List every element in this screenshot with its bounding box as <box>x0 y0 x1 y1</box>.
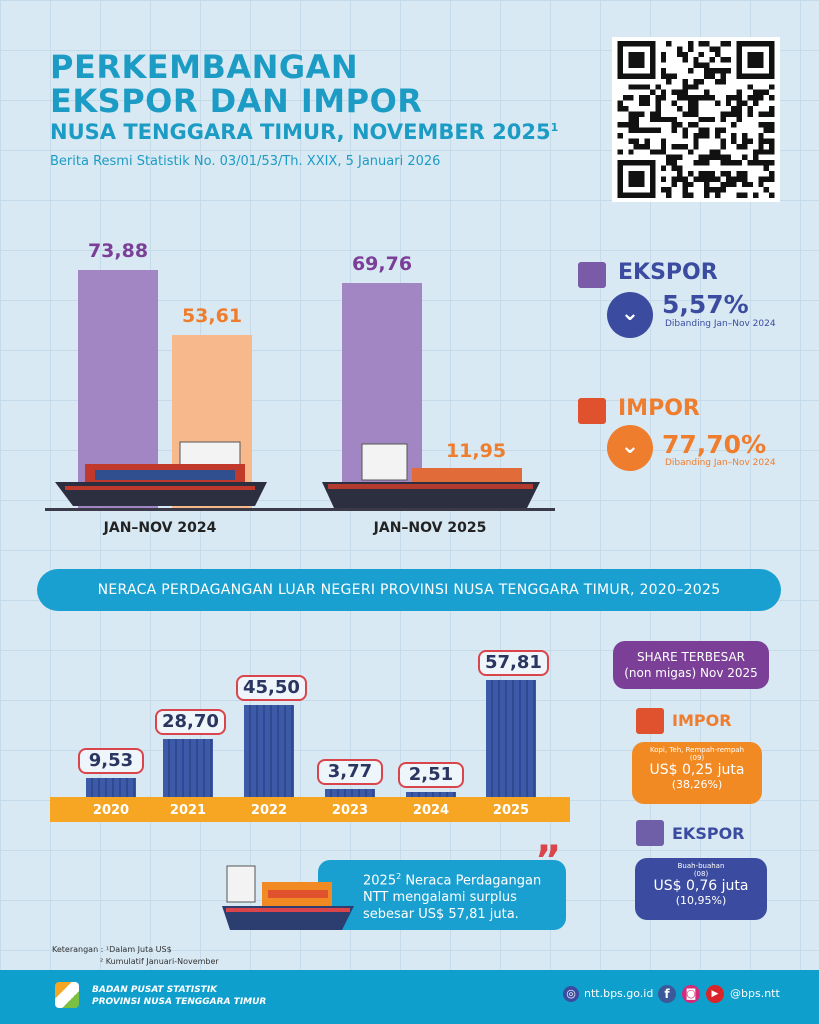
impor-value-label: 53,61 <box>181 305 243 328</box>
balance-value-label: 2,51 <box>398 761 464 788</box>
ekspor-value-label: 73,88 <box>87 240 149 262</box>
notes-label: Keterangan : <box>52 945 106 954</box>
callout-footnote: 2 <box>396 872 402 881</box>
year-label: 2020 <box>92 803 130 818</box>
balance-value-label: 3,77 <box>317 759 383 786</box>
year-label: 2021 <box>169 803 207 818</box>
year-axis-band <box>50 797 570 822</box>
qr-code[interactable] <box>612 37 780 202</box>
callout-year: 2025 <box>363 873 397 889</box>
year-label: 2022 <box>250 803 288 818</box>
down-chevrons-icon: ⌄ <box>607 292 653 338</box>
balance-bar <box>163 738 213 797</box>
cargo-ship-icon <box>322 430 542 514</box>
social-handle[interactable]: @bps.ntt <box>730 987 780 1000</box>
percent: (10,95%) <box>675 894 727 907</box>
balance-value-label: 9,53 <box>78 747 144 774</box>
section-banner: NERACA PERDAGANGAN LUAR NEGERI PROVINSI … <box>37 569 781 611</box>
ekspor-heading: EKSPOR <box>618 260 718 285</box>
chart-baseline <box>45 508 555 511</box>
down-chevrons-icon: ⌄ <box>607 425 653 471</box>
period-label: JAN–NOV 2025 <box>373 520 487 536</box>
share-impor-heading: IMPOR <box>672 711 732 730</box>
title-line-2: EKSPOR DAN IMPOR <box>50 82 423 120</box>
impor-heading: IMPOR <box>618 396 700 421</box>
callout-text: NTT mengalami surplus <box>363 890 517 906</box>
balance-bar <box>244 704 294 797</box>
impor-compare: Dibanding Jan–Nov 2024 <box>665 458 776 468</box>
share-title-1: SHARE TERBESAR <box>636 650 746 664</box>
year-label: 2024 <box>412 803 450 818</box>
period-label: JAN–NOV 2024 <box>103 520 217 536</box>
balance-value-label: 28,70 <box>155 708 226 735</box>
note-2: ² Kumulatif Januari-November <box>100 957 219 966</box>
share-ekspor-heading: EKSPOR <box>672 824 745 843</box>
share-title: SHARE TERBESAR (non migas) Nov 2025 <box>613 641 769 689</box>
container-icon <box>636 708 664 734</box>
notes: Keterangan : ¹Dalam Juta US$ ² Kumulatif… <box>52 944 219 968</box>
impor-change: 77,70% <box>662 430 767 459</box>
ekspor-value-label: 69,76 <box>351 253 413 276</box>
balance-bar <box>325 789 375 797</box>
org-line-2: PROVINSI NUSA TENGGARA TIMUR <box>92 997 267 1007</box>
container-icon <box>636 820 664 846</box>
value: US$ 0,76 juta <box>653 878 749 894</box>
balance-bar <box>406 791 456 797</box>
balance-value-label: 57,81 <box>478 650 549 676</box>
title-line-1: PERKEMBANGAN <box>50 48 359 86</box>
youtube-icon[interactable]: ▶ <box>706 985 724 1003</box>
hs-code: (09) <box>689 754 705 762</box>
org-name: BADAN PUSAT STATISTIK PROVINSI NUSA TENGG… <box>92 984 266 1008</box>
container-icon <box>578 398 606 424</box>
value: US$ 0,25 juta <box>649 762 745 778</box>
hs-code: (08) <box>693 870 709 878</box>
year-label: 2025 <box>492 803 530 818</box>
subtitle-text: NUSA TENGGARA TIMUR, NOVEMBER 2025 <box>50 120 551 144</box>
ekspor-change: 5,57% <box>662 290 749 319</box>
facebook-icon[interactable]: f <box>658 985 676 1003</box>
instagram-icon[interactable]: ◙ <box>682 985 700 1003</box>
impor-value-label: 11,95 <box>445 439 507 462</box>
quote-icon: ” <box>535 838 562 884</box>
balance-value-label: 45,50 <box>236 674 307 701</box>
container-icon <box>578 262 606 288</box>
globe-icon[interactable]: ◎ <box>563 986 579 1002</box>
callout-text: sebesar US$ 57,81 juta. <box>363 907 519 923</box>
cargo-ship-icon <box>55 440 270 514</box>
year-label: 2023 <box>331 803 369 818</box>
share-title-2: (non migas) Nov 2025 <box>624 666 758 680</box>
subtitle: NUSA TENGGARA TIMUR, NOVEMBER 20251 <box>50 120 558 144</box>
org-line-1: BADAN PUSAT STATISTIK <box>92 985 218 995</box>
bps-logo <box>55 982 79 1008</box>
share-ekspor-box: Buah-buahan (08) US$ 0,76 juta (10,95%) <box>635 858 767 920</box>
subtitle-footnote: 1 <box>550 121 559 134</box>
balance-bar <box>86 777 136 797</box>
cargo-ship-icon <box>222 862 357 936</box>
commodity: Kopi, Teh, Rempah-rempah <box>649 746 745 754</box>
ekspor-compare: Dibanding Jan–Nov 2024 <box>665 319 776 329</box>
release-number: Berita Resmi Statistik No. 03/01/53/Th. … <box>50 154 441 169</box>
balance-bar <box>486 680 536 797</box>
surplus-callout: 20252 Neraca Perdagangan NTT mengalami s… <box>318 860 566 930</box>
commodity: Buah-buahan <box>677 862 725 870</box>
website-link[interactable]: ntt.bps.go.id <box>584 987 654 1000</box>
share-impor-box: Kopi, Teh, Rempah-rempah (09) US$ 0,25 j… <box>632 742 762 804</box>
percent: (38,26%) <box>671 778 723 791</box>
callout-text: Neraca Perdagangan <box>401 873 542 889</box>
note-1: ¹Dalam Juta US$ <box>105 945 172 954</box>
title: PERKEMBANGAN EKSPOR DAN IMPOR <box>50 50 422 118</box>
footer: BADAN PUSAT STATISTIK PROVINSI NUSA TENGG… <box>0 970 819 1024</box>
